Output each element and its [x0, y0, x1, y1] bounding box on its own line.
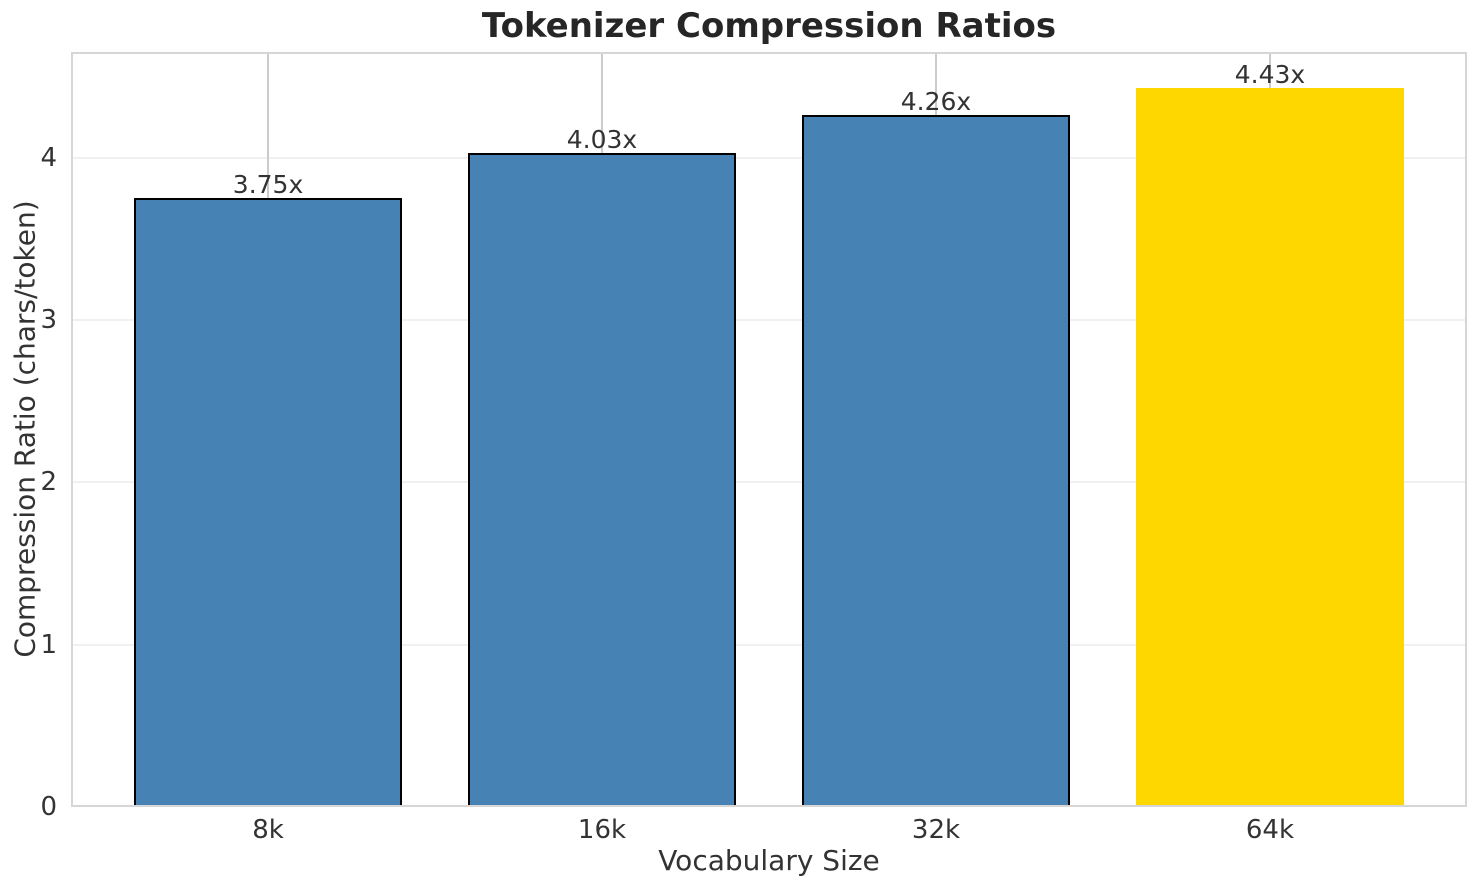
- plot-area: 3.75x 4.03x 4.26x 4.43x: [71, 52, 1467, 807]
- y-tick-label: 1: [40, 629, 57, 660]
- gridline-horizontal: [71, 643, 1467, 646]
- y-tick-label: 2: [40, 467, 57, 498]
- y-tick-label: 4: [40, 142, 57, 173]
- y-axis-label: Compression Ratio (chars/token): [8, 200, 42, 658]
- bar-value-label: 4.03x: [566, 124, 638, 154]
- bar-32k: [802, 115, 1070, 807]
- bar-16k: [468, 152, 736, 807]
- y-tick-label: 0: [40, 792, 57, 822]
- x-tick-label: 32k: [911, 815, 961, 845]
- gridline-horizontal: [71, 318, 1467, 321]
- x-tick-label: 8k: [252, 815, 284, 845]
- y-tick-label: 3: [40, 304, 57, 335]
- bar-value-label: 3.75x: [232, 170, 304, 200]
- bar-value-label: 4.26x: [900, 87, 972, 117]
- chart-title: Tokenizer Compression Ratios: [481, 6, 1057, 46]
- x-axis-label: Vocabulary Size: [658, 844, 880, 877]
- gridline-horizontal: [71, 481, 1467, 484]
- bar-8k: [134, 198, 402, 807]
- x-tick-label: 64k: [1245, 815, 1295, 845]
- x-tick-label: 16k: [577, 815, 627, 845]
- gridline-horizontal: [71, 156, 1467, 159]
- bar-value-label: 4.43x: [1234, 59, 1306, 89]
- bar-64k: [1136, 87, 1404, 807]
